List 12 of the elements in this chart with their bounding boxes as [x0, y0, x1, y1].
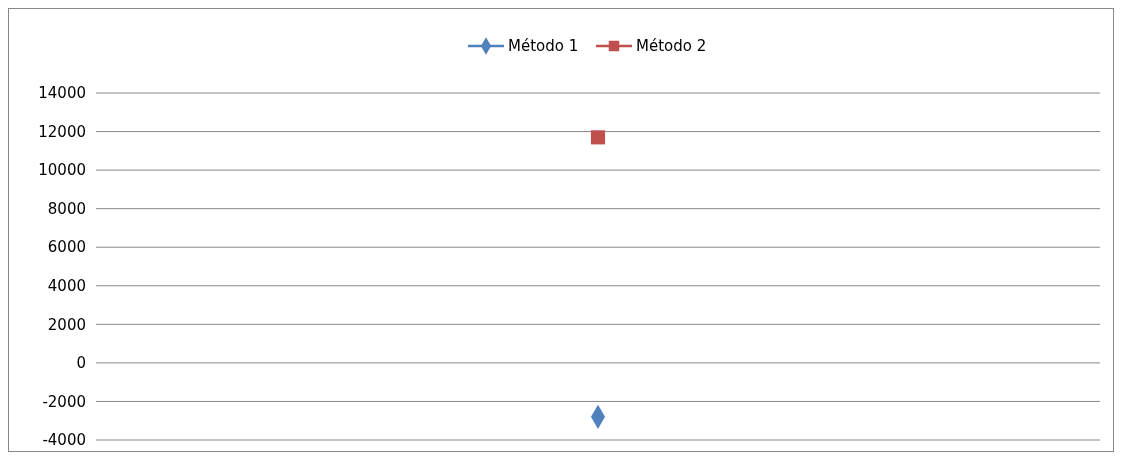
y-tick-label: 6000: [47, 238, 86, 257]
y-tick-label: 8000: [47, 199, 86, 218]
y-tick-label: 0: [76, 354, 86, 373]
y-tick-label: 12000: [38, 122, 86, 141]
y-tick-label: 2000: [47, 315, 86, 334]
legend-label: Método 2: [636, 37, 707, 56]
y-tick-label: 4000: [47, 277, 86, 296]
y-tick-label: -2000: [42, 392, 86, 411]
legend-label: Método 1: [508, 37, 579, 56]
y-tick-label: 10000: [38, 161, 86, 180]
y-tick-label: 14000: [38, 84, 86, 103]
y-tick-label: -4000: [42, 431, 86, 450]
